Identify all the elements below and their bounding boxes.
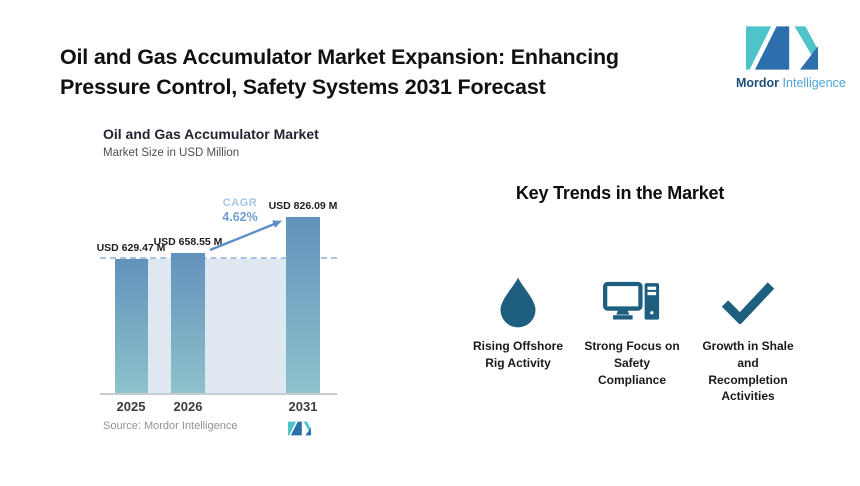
checkmark-icon xyxy=(673,270,823,334)
mordor-logo-icon xyxy=(746,26,818,70)
cagr-label: CAGR xyxy=(222,197,258,209)
bar-value-label: USD 658.55 M xyxy=(153,235,223,248)
bar-value-label: USD 826.09 M xyxy=(268,200,338,212)
trend-item-offshore: Rising Offshore Rig Activity xyxy=(443,270,593,372)
growth-arrow-icon xyxy=(209,220,282,252)
bar-2031 xyxy=(286,217,320,394)
chart-subtitle: Market Size in USD Million xyxy=(103,147,240,159)
chart-title: Oil and Gas Accumulator Market xyxy=(103,126,319,142)
x-tick-label: 2031 xyxy=(288,399,318,414)
cagr-value: 4.62% xyxy=(222,209,258,224)
cagr-annotation: CAGR 4.62% xyxy=(222,197,257,224)
computer-icon xyxy=(557,270,707,334)
water-drop-icon xyxy=(443,270,593,334)
mordor-logo-small-icon xyxy=(288,421,311,436)
trend-label: Rising Offshore Rig Activity xyxy=(472,339,563,370)
trends-heading: Key Trends in the Market xyxy=(515,183,725,203)
trend-label: Strong Focus on Safety Compliance xyxy=(584,339,680,387)
bar-2025 xyxy=(115,259,148,394)
x-tick-label: 2025 xyxy=(116,399,146,414)
page-title-line2: Pressure Control, Safety Systems 2031 Fo… xyxy=(60,75,546,99)
reference-dashed-line xyxy=(100,257,337,260)
bar-value-label: USD 629.47 M xyxy=(96,242,166,255)
bar-chart: USD 629.47 M USD 658.55 M USD 826.09 M C… xyxy=(96,180,338,414)
x-axis-line xyxy=(100,393,337,395)
source-text: Source: Mordor Intelligence xyxy=(103,420,238,432)
page-title-line1: Oil and Gas Accumulator Market Expansion… xyxy=(60,45,619,69)
page-title: Oil and Gas Accumulator Market Expansion… xyxy=(60,42,700,102)
bar-2026 xyxy=(171,252,205,394)
trend-item-shale: Growth in Shale and Recompletion Activit… xyxy=(673,270,823,405)
trend-label: Growth in Shale and Recompletion Activit… xyxy=(702,339,794,404)
brand-name: Mordor Intelligence xyxy=(736,76,846,90)
brand-name-light: Intelligence xyxy=(782,76,846,90)
highlight-band xyxy=(115,259,320,394)
brand-logo: Mordor Intelligence xyxy=(736,26,846,90)
brand-name-bold: Mordor xyxy=(736,76,780,90)
x-tick-label: 2026 xyxy=(173,399,203,414)
trend-item-safety: Strong Focus on Safety Compliance xyxy=(557,270,707,388)
